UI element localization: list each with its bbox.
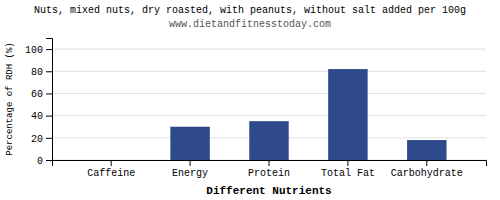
y-tick: 60 bbox=[31, 89, 52, 100]
bars bbox=[170, 69, 446, 160]
y-tick-label: 100 bbox=[25, 45, 43, 56]
y-tick-mark bbox=[46, 138, 52, 139]
bar bbox=[249, 121, 288, 160]
x-tick: Total Fat bbox=[321, 160, 375, 179]
x-tick-label: Total Fat bbox=[321, 168, 375, 179]
x-tick-mark bbox=[347, 160, 348, 166]
bar bbox=[407, 140, 446, 160]
y-tick-label: 80 bbox=[31, 67, 43, 78]
y-axis-title: Percentage of RDH (%) bbox=[5, 42, 15, 155]
y-tick-mark bbox=[46, 116, 52, 117]
x-tick-label: Protein bbox=[248, 168, 290, 179]
y-tick-label: 40 bbox=[31, 111, 43, 122]
y-tick-mark bbox=[46, 49, 52, 50]
x-tick-mark bbox=[426, 160, 427, 166]
y-tick-mark bbox=[46, 71, 52, 72]
grid bbox=[52, 49, 486, 160]
grid-line bbox=[52, 49, 486, 50]
y-tick-mark bbox=[46, 93, 52, 94]
x-axis-title: Different Nutrients bbox=[206, 185, 331, 197]
y-tick: 0 bbox=[37, 156, 52, 167]
x-tick-mark bbox=[111, 160, 112, 166]
subtitle: www.dietandfitnesstoday.com bbox=[169, 19, 331, 30]
y-tick-label: 20 bbox=[31, 134, 43, 145]
x-tick: Carbohydrate bbox=[391, 160, 463, 179]
x-tick-label: Caffeine bbox=[87, 168, 135, 179]
x-tick: Caffeine bbox=[87, 160, 135, 179]
y-tick-mark bbox=[46, 160, 52, 161]
plot: 0 20 40 60 80 100 Caffeine Energy Protein Total F… bbox=[25, 39, 487, 180]
y-tick: 40 bbox=[31, 111, 52, 122]
chart: Nuts, mixed nuts, dry roasted, with pean… bbox=[0, 0, 500, 200]
y-axis: 0 20 40 60 80 100 bbox=[25, 39, 53, 167]
grid-line bbox=[52, 93, 486, 94]
x-tick: Energy bbox=[172, 160, 208, 179]
title: Nuts, mixed nuts, dry roasted, with pean… bbox=[34, 5, 466, 16]
bar bbox=[328, 69, 367, 160]
grid-line bbox=[52, 115, 486, 116]
x-axis: Caffeine Energy Protein Total Fat Carbohydra… bbox=[53, 160, 487, 179]
x-tick-mark bbox=[190, 160, 191, 166]
y-tick: 80 bbox=[31, 67, 52, 78]
x-tick-label: Carbohydrate bbox=[391, 168, 463, 179]
y-tick: 20 bbox=[31, 134, 52, 145]
grid-line bbox=[52, 71, 486, 72]
y-axis-line bbox=[46, 39, 53, 161]
bar bbox=[91, 160, 130, 161]
x-tick-mark bbox=[269, 160, 270, 166]
x-tick: Protein bbox=[248, 160, 290, 179]
y-tick-label: 60 bbox=[31, 89, 43, 100]
bar bbox=[170, 127, 209, 160]
x-tick-label: Energy bbox=[172, 168, 208, 179]
y-tick-label: 0 bbox=[37, 156, 43, 167]
x-axis-line bbox=[53, 161, 487, 167]
y-tick: 100 bbox=[25, 45, 52, 56]
